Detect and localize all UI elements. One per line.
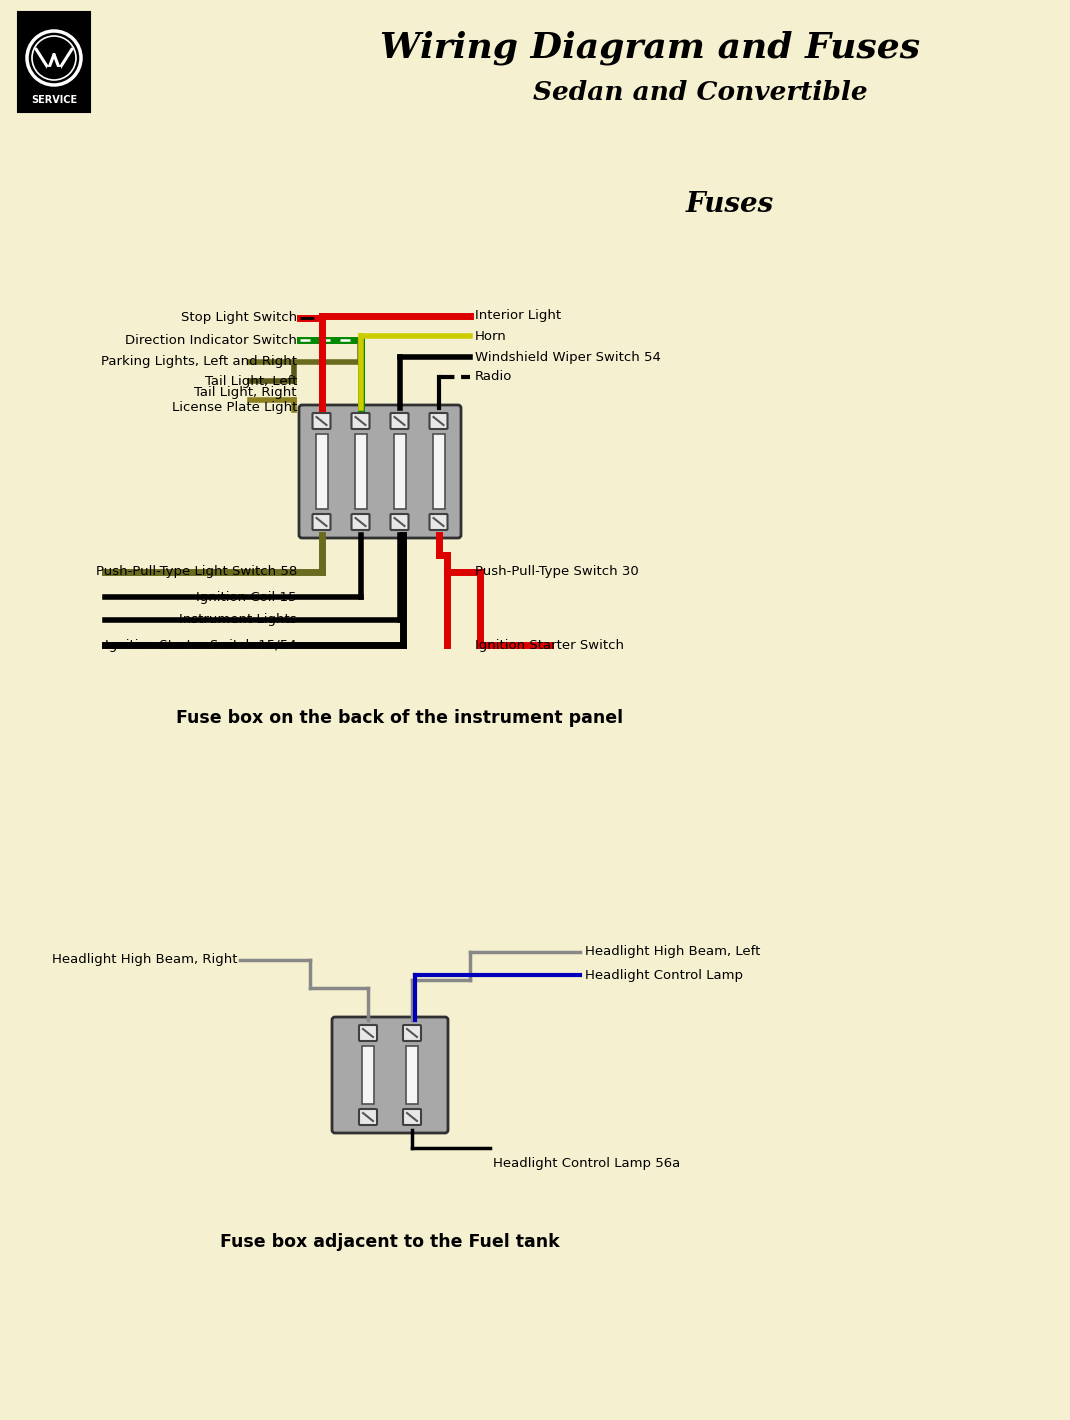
FancyBboxPatch shape	[391, 514, 409, 530]
Circle shape	[32, 36, 76, 80]
Text: Push-Pull-Type Switch 30: Push-Pull-Type Switch 30	[475, 565, 639, 578]
Text: Parking Lights, Left and Right: Parking Lights, Left and Right	[101, 355, 297, 369]
FancyBboxPatch shape	[18, 11, 90, 112]
FancyBboxPatch shape	[429, 413, 447, 429]
Text: Fuse box adjacent to the Fuel tank: Fuse box adjacent to the Fuel tank	[220, 1233, 560, 1251]
FancyBboxPatch shape	[316, 435, 327, 508]
Text: Interior Light: Interior Light	[475, 310, 561, 322]
Text: Windshield Wiper Switch 54: Windshield Wiper Switch 54	[475, 351, 661, 364]
Text: Horn: Horn	[475, 329, 507, 342]
Text: SERVICE: SERVICE	[31, 95, 77, 105]
FancyBboxPatch shape	[360, 1109, 377, 1125]
Text: Tail Light, Right
License Plate Light: Tail Light, Right License Plate Light	[171, 386, 297, 415]
FancyBboxPatch shape	[312, 514, 331, 530]
FancyBboxPatch shape	[352, 514, 369, 530]
FancyBboxPatch shape	[354, 435, 367, 508]
FancyBboxPatch shape	[362, 1047, 374, 1103]
Text: Ignition Coil 15: Ignition Coil 15	[197, 591, 297, 604]
Text: Ignition Starter Switch: Ignition Starter Switch	[475, 639, 624, 652]
FancyBboxPatch shape	[332, 1017, 448, 1133]
Text: Push-Pull-Type Light Switch 58: Push-Pull-Type Light Switch 58	[95, 565, 297, 578]
Text: Headlight Control Lamp 56a: Headlight Control Lamp 56a	[493, 1156, 681, 1170]
FancyBboxPatch shape	[429, 514, 447, 530]
FancyBboxPatch shape	[403, 1025, 421, 1041]
Text: Stop Light Switch: Stop Light Switch	[181, 311, 297, 325]
Text: Instrument Lights: Instrument Lights	[180, 613, 297, 626]
Text: Headlight High Beam, Left: Headlight High Beam, Left	[585, 946, 761, 958]
Circle shape	[27, 31, 81, 85]
FancyBboxPatch shape	[299, 405, 461, 538]
FancyBboxPatch shape	[352, 413, 369, 429]
Text: Sedan and Convertible: Sedan and Convertible	[533, 81, 868, 105]
FancyBboxPatch shape	[432, 435, 444, 508]
FancyBboxPatch shape	[312, 413, 331, 429]
FancyBboxPatch shape	[360, 1025, 377, 1041]
Text: Ignition Starter Switch 15/54: Ignition Starter Switch 15/54	[105, 639, 297, 652]
Text: Wiring Diagram and Fuses: Wiring Diagram and Fuses	[380, 31, 920, 65]
FancyBboxPatch shape	[391, 413, 409, 429]
FancyBboxPatch shape	[406, 1047, 418, 1103]
Text: Direction Indicator Switch: Direction Indicator Switch	[125, 334, 297, 346]
Text: Fuses: Fuses	[686, 192, 774, 219]
FancyBboxPatch shape	[394, 435, 406, 508]
FancyBboxPatch shape	[403, 1109, 421, 1125]
Text: Radio: Radio	[475, 371, 513, 383]
Text: Headlight High Beam, Right: Headlight High Beam, Right	[51, 953, 236, 967]
Text: Tail Light, Left: Tail Light, Left	[204, 375, 297, 388]
Text: Fuse box on the back of the instrument panel: Fuse box on the back of the instrument p…	[177, 709, 624, 727]
Text: Headlight Control Lamp: Headlight Control Lamp	[585, 968, 743, 981]
